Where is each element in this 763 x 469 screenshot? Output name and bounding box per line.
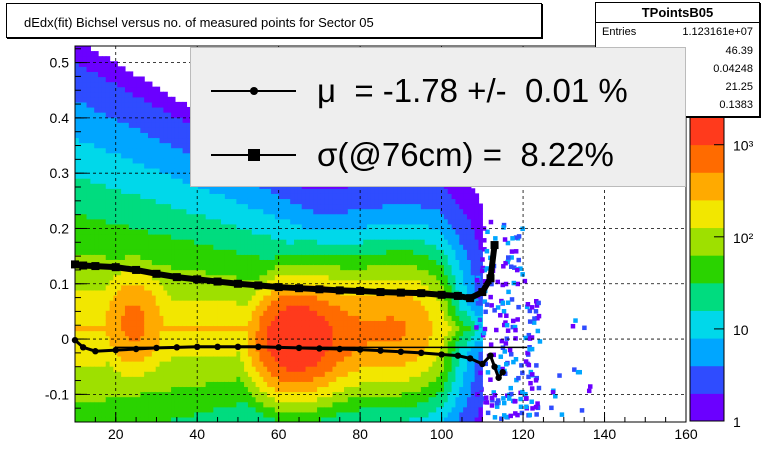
x-tick-label: 140	[593, 426, 617, 442]
legend-entry-mean: μ = -1.78 +/- 0.01 %	[211, 68, 681, 114]
stats-value: 0.1383	[719, 99, 753, 111]
colorbar-segment	[690, 227, 724, 256]
chart-title: dEdx(fit) Bichsel versus no. of measured…	[24, 15, 374, 30]
colorbar-segment	[690, 117, 724, 146]
colorbar-segment	[690, 199, 724, 229]
y-tick-label: 0.3	[50, 165, 70, 181]
colorbar: 1 10 10² 10³	[689, 116, 754, 430]
x-tick-label: 40	[189, 426, 205, 442]
circle-marker-icon	[250, 87, 258, 95]
colorbar-tick-label: 1	[733, 414, 741, 430]
colorbar-segment	[690, 338, 724, 367]
y-tick-label: 0	[61, 331, 69, 347]
sigma-series-line	[74, 244, 498, 302]
stats-value: 0.04248	[713, 63, 753, 75]
x-tick-label: 20	[108, 426, 124, 442]
y-tick-label: 0.2	[50, 220, 70, 236]
x-tick-label: 80	[352, 426, 368, 442]
stats-value: 46.39	[725, 45, 753, 57]
colorbar-segment	[690, 310, 724, 339]
stats-row: Entries 1.123161e+07	[600, 24, 753, 40]
mean-series-line	[74, 339, 504, 381]
colorbar-segment	[690, 393, 724, 422]
colorbar-segment	[690, 255, 724, 284]
stats-value: 1.123161e+07	[682, 26, 753, 38]
y-tick-label: -0.1	[45, 386, 69, 402]
legend-entry-sigma: σ(@76cm) = 8.22%	[211, 132, 681, 178]
colorbar-segment	[690, 172, 724, 201]
colorbar-tick-label: 10	[733, 322, 749, 338]
legend-box: μ = -1.78 +/- 0.01 % σ(@76cm) = 8.22%	[190, 47, 686, 187]
x-tick-label: 100	[430, 426, 454, 442]
colorbar-segment	[690, 144, 724, 173]
colorbar-tick-label: 10²	[733, 230, 754, 246]
colorbar-segment	[690, 282, 724, 311]
y-tick-label: 0.5	[50, 55, 70, 71]
axes-layer: 20 40 60 80 100 120 140 160 -0.1 0 0.1 0.2 0.3 0.4 0.5	[45, 48, 698, 442]
stats-name: TPointsB05	[596, 3, 759, 23]
colorbar-segment	[690, 365, 724, 394]
stats-label: Entries	[602, 26, 637, 38]
stats-row: 21.25	[600, 79, 753, 95]
x-tick-label: 60	[271, 426, 287, 442]
y-tick-label: 0.1	[50, 276, 70, 292]
y-tick-label: 0.4	[50, 110, 70, 126]
colorbar-frame	[689, 116, 725, 422]
title-box: dEdx(fit) Bichsel versus no. of measured…	[6, 3, 542, 38]
heatmap-layer	[75, 46, 593, 422]
legend-sigma-text: σ(@76cm) = 8.22%	[317, 136, 614, 173]
stats-row: 46.39	[600, 43, 753, 59]
stats-row: 0.1383	[600, 97, 753, 113]
colorbar-tick-label: 10³	[733, 138, 754, 154]
square-marker-icon	[248, 149, 260, 161]
legend-mu-text: μ = -1.78 +/- 0.01 %	[317, 72, 628, 109]
stats-row: 0.04248	[600, 61, 753, 77]
x-tick-label: 120	[511, 426, 535, 442]
stats-value: 21.25	[725, 81, 753, 93]
x-tick-label: 160	[674, 426, 698, 442]
